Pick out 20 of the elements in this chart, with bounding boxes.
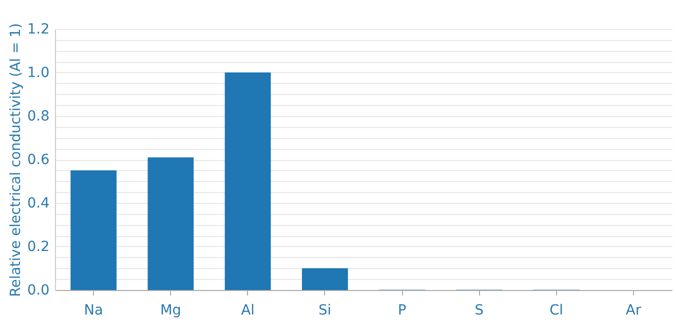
bar: [224, 72, 271, 290]
y-tick-label: 1.2: [27, 22, 50, 38]
text: 0.0: [27, 282, 50, 298]
x-tick-label: Ar: [626, 302, 642, 318]
x-tick-label: Cl: [549, 302, 564, 318]
bar: [70, 170, 117, 290]
y-tick-label: 0.8: [27, 108, 50, 124]
y-tick-label: 0.4: [27, 196, 50, 212]
y-tick-label: 1.0: [27, 65, 50, 81]
x-tick-label: Na: [84, 302, 104, 318]
x-tick-label: Si: [318, 302, 332, 318]
x-tick-label: S: [474, 302, 484, 318]
y-tick-label: 0.2: [27, 239, 50, 255]
x-tick-label: P: [398, 302, 406, 318]
x-tick-label: Al: [241, 302, 255, 318]
y-axis-title: Relative electrical conductivity (Al = 1): [8, 23, 24, 297]
x-tick-label: Mg: [160, 302, 182, 318]
bar: [148, 157, 194, 290]
y-tick-label: 0.6: [27, 152, 50, 168]
bar: [302, 268, 348, 290]
